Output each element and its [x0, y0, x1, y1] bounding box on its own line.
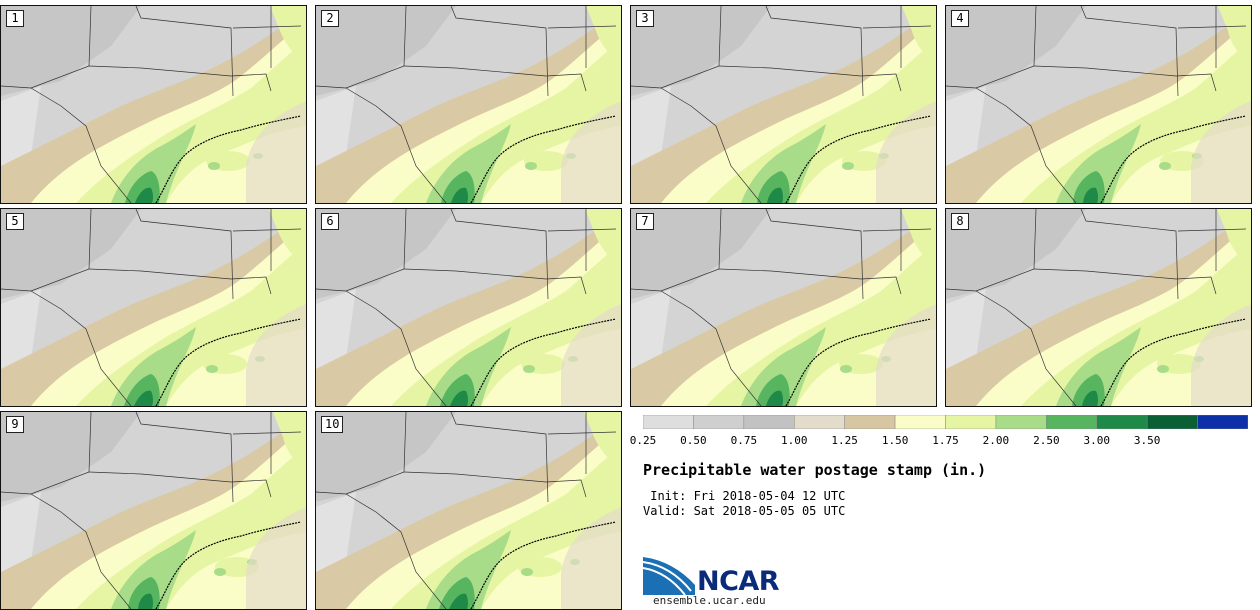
colorbar-tick: 2.00	[982, 434, 1010, 447]
panel-label: 4	[951, 10, 969, 27]
map-panel-4: 4	[945, 5, 1252, 204]
map-panel-9: 9	[0, 411, 307, 610]
panel-label: 10	[321, 416, 344, 433]
colorbar-tick: 1.00	[781, 434, 808, 447]
map-panel-6: 6	[315, 208, 622, 407]
map-panel-2: 2	[315, 5, 622, 204]
colorbar-segment	[844, 415, 896, 429]
colorbar-segment	[693, 415, 745, 429]
colorbar-tick: 0.25	[629, 434, 657, 447]
panel-label: 6	[321, 213, 339, 230]
panel-label: 9	[6, 416, 24, 433]
panel-label: 2	[321, 10, 339, 27]
colorbar	[643, 415, 1248, 429]
init-time: Init: Fri 2018-05-04 12 UTC	[643, 489, 846, 503]
panel-label: 1	[6, 10, 24, 27]
figure-title: Precipitable water postage stamp (in.)	[643, 461, 987, 479]
colorbar-segment	[894, 415, 946, 429]
panel-label: 7	[636, 213, 654, 230]
colorbar-tick: 1.50	[881, 434, 909, 447]
panel-label: 3	[636, 10, 654, 27]
site-url: ensemble.ucar.edu	[653, 594, 766, 607]
colorbar-segment	[643, 415, 694, 429]
panel-label: 8	[951, 213, 969, 230]
colorbar-segment	[1146, 415, 1198, 429]
colorbar-tick: 2.50	[1033, 434, 1060, 447]
colorbar-segment	[945, 415, 997, 429]
valid-time: Valid: Sat 2018-05-05 05 UTC	[643, 504, 846, 518]
map-panel-8: 8	[945, 208, 1252, 407]
map-panel-5: 5	[0, 208, 307, 407]
panel-label: 5	[6, 213, 24, 230]
colorbar-segment	[1197, 415, 1248, 429]
map-panel-3: 3	[630, 5, 937, 204]
map-panel-1: 1	[0, 5, 307, 204]
colorbar-segment	[1096, 415, 1148, 429]
colorbar-tick: 3.00	[1083, 434, 1111, 447]
colorbar-tick: 1.75	[932, 434, 959, 447]
map-panel-10: 10	[315, 411, 622, 610]
colorbar-tick: 1.25	[831, 434, 858, 447]
colorbar-tick: 0.75	[730, 434, 758, 447]
ncar-logo-text: NCAR	[697, 566, 780, 597]
colorbar-segment	[995, 415, 1047, 429]
ncar-logo-icon	[643, 553, 695, 595]
colorbar-segment	[794, 415, 845, 429]
colorbar-tick: 0.50	[680, 434, 707, 447]
colorbar-segment	[743, 415, 795, 429]
colorbar-segment	[1046, 415, 1098, 429]
map-panel-7: 7	[630, 208, 937, 407]
colorbar-tick: 3.50	[1133, 434, 1161, 447]
